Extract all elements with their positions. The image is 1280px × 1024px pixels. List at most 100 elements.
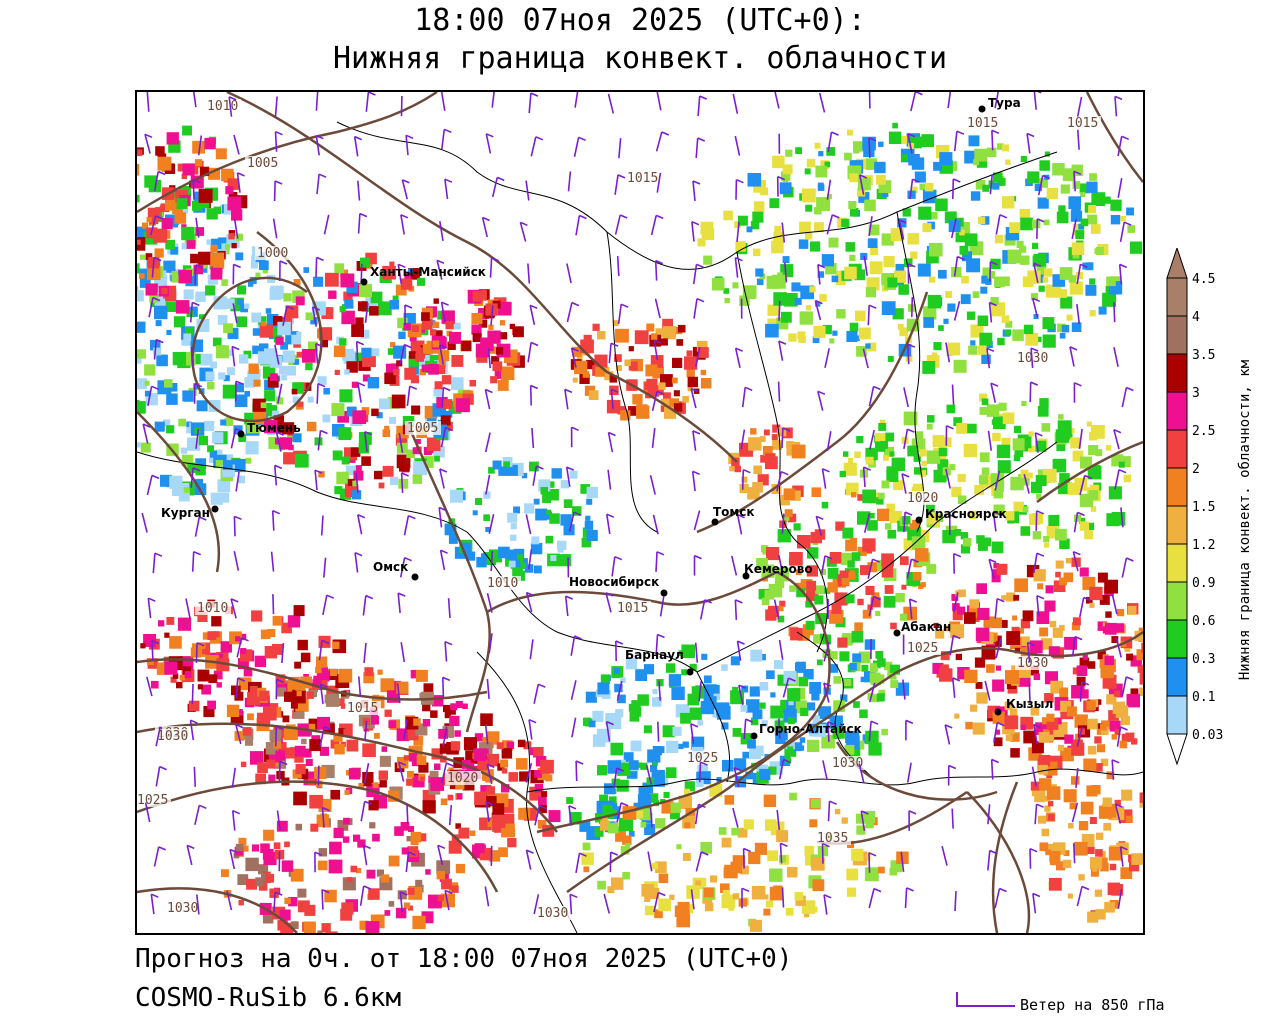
cloud-cell <box>730 656 740 666</box>
cloud-cell <box>474 733 484 742</box>
cloud-cell <box>280 922 294 933</box>
cloud-cell <box>1046 713 1055 722</box>
cloud-cell <box>701 653 708 660</box>
cloud-cell <box>155 146 165 156</box>
wind-barb <box>1071 802 1079 823</box>
wind-barb <box>951 384 955 405</box>
cloud-cell <box>903 538 916 551</box>
cloud-cell <box>824 161 831 168</box>
cloud-cell <box>887 529 897 539</box>
cloud-cell <box>1027 472 1033 479</box>
wind-barb <box>1079 681 1083 702</box>
wind-barb <box>1030 348 1034 369</box>
cloud-cell <box>353 834 361 842</box>
cloud-cell <box>1106 276 1116 287</box>
cloud-cell <box>262 268 268 274</box>
cloud-cell <box>956 422 968 434</box>
cloud-cell <box>807 702 816 711</box>
cloud-cell <box>231 243 237 249</box>
cloud-cell <box>260 402 267 409</box>
cloud-cell <box>813 222 824 233</box>
cloud-cell <box>1002 144 1009 152</box>
cloud-cell <box>1086 700 1096 711</box>
cloud-cell <box>1043 219 1050 226</box>
wind-barb <box>649 475 656 495</box>
cloud-cell <box>182 163 195 176</box>
wind-barb-flag <box>824 555 833 560</box>
wind-barb-flag <box>571 347 579 352</box>
cloud-cell <box>673 403 683 412</box>
wind-barb <box>994 470 1001 491</box>
isobar-line <box>991 781 1019 933</box>
wind-barb-flag <box>741 887 750 893</box>
cloud-cell <box>486 795 497 807</box>
wind-barb-flag <box>368 92 376 96</box>
cloud-cell <box>413 718 421 726</box>
wind-barb-flag <box>700 851 709 856</box>
wind-barb-flag <box>485 388 493 394</box>
cloud-cell <box>965 721 973 730</box>
wind-barb-flag <box>734 766 742 772</box>
cloud-cell <box>430 777 445 791</box>
cloud-cell <box>395 907 407 919</box>
cloud-cell <box>443 704 451 713</box>
cloud-cell <box>881 553 894 567</box>
wind-barb-flag <box>573 511 582 516</box>
cloud-cell <box>309 794 323 809</box>
isobar-label: 1005 <box>407 421 438 436</box>
cloud-cell <box>967 423 977 434</box>
cloud-cell <box>865 343 871 349</box>
isobar-line <box>137 658 488 701</box>
cloud-cell <box>812 715 820 724</box>
cloud-cell <box>923 317 935 328</box>
wind-barb-flag <box>399 891 408 896</box>
cloud-cell <box>448 733 454 738</box>
wind-barb-flag <box>1118 468 1127 474</box>
cloud-cell <box>358 783 364 789</box>
wind-barb-flag <box>996 597 1005 603</box>
cloud-cell <box>972 722 985 735</box>
isobar-line <box>1036 440 1143 504</box>
cloud-cell <box>854 622 863 631</box>
wind-barb-flag <box>186 844 195 850</box>
wind-barb <box>488 633 493 654</box>
wind-barb <box>1118 264 1123 285</box>
cloud-cell <box>451 355 464 367</box>
cloud-cell <box>658 873 669 884</box>
cloud-cell <box>869 512 875 519</box>
wind-barb <box>190 346 194 367</box>
cloud-cell <box>466 551 476 561</box>
wind-barb-flag <box>907 343 916 348</box>
wind-barb-flag <box>1042 174 1051 180</box>
cloud-cell <box>922 223 932 233</box>
cloud-cell <box>546 509 552 515</box>
cloud-cell <box>1100 723 1107 731</box>
cloud-cell <box>752 248 761 257</box>
cloud-cell <box>1001 595 1007 601</box>
cloud-cell <box>1091 425 1105 439</box>
cloud-cell <box>807 547 819 559</box>
wind-barb <box>1029 848 1032 869</box>
cloud-cell <box>788 699 794 706</box>
cloud-cell <box>934 521 940 528</box>
cloud-cell <box>377 669 383 675</box>
cloud-cell <box>361 456 371 466</box>
wind-barb-flag <box>1030 347 1039 352</box>
cloud-cell <box>880 441 888 449</box>
cloud-cell <box>137 226 148 239</box>
cloud-cell <box>1109 863 1117 871</box>
cloud-cell <box>183 289 194 300</box>
wind-barb-flag <box>737 513 745 519</box>
cloud-cell <box>319 746 329 756</box>
wind-legend-label: Ветер на 850 гПа <box>1020 996 1165 1014</box>
isobar-label: 1015 <box>347 701 378 716</box>
wind-barb <box>826 431 832 452</box>
cloud-cell <box>1040 638 1053 650</box>
cloud-cell <box>1097 621 1108 631</box>
wind-barb-flag <box>783 758 791 764</box>
cloud-cell <box>940 651 950 661</box>
wind-barb-flag <box>1114 95 1123 101</box>
cloud-cell <box>184 671 192 678</box>
wind-barb <box>906 558 913 579</box>
cloud-cell <box>1094 889 1103 897</box>
